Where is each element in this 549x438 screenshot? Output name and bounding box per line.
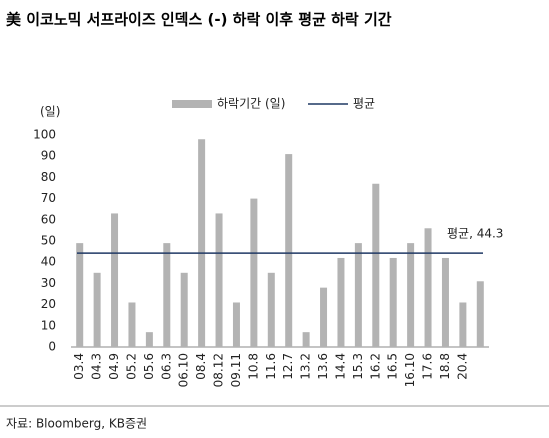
x-tick-label: 17.6 <box>421 353 435 380</box>
x-tick-label: 14.4 <box>333 353 347 380</box>
x-tick-label: 12.7 <box>281 353 295 380</box>
y-tick-label: 30 <box>41 276 56 290</box>
bar <box>354 243 362 347</box>
x-tick-label: 08.4 <box>194 353 208 380</box>
bar <box>180 272 188 347</box>
y-tick-label: 80 <box>41 170 56 184</box>
bar <box>459 302 467 347</box>
legend-label: 하락기간 (일) <box>217 97 285 111</box>
y-tick-label: 0 <box>48 340 56 354</box>
bar <box>337 257 345 347</box>
bar <box>215 213 223 347</box>
y-tick-label: 20 <box>41 297 56 311</box>
x-tick-label: 08.12 <box>212 353 226 387</box>
chart-title: 美 이코노믹 서프라이즈 인덱스 (-) 하락 이후 평균 하락 기간 <box>6 11 392 29</box>
bar <box>267 272 275 347</box>
x-tick-label: 06.10 <box>177 353 191 387</box>
legend-swatch <box>172 100 212 108</box>
annotation: 평균, 44.3 <box>447 227 503 241</box>
x-tick-label: 18.8 <box>438 353 452 380</box>
legend-label: 평균 <box>353 97 375 111</box>
bar <box>476 281 484 347</box>
x-tick-label: 06.3 <box>159 353 173 380</box>
y-tick-label: 60 <box>41 212 56 226</box>
bar <box>407 243 415 347</box>
x-tick-label: 04.3 <box>90 353 104 380</box>
x-tick-label: 13.6 <box>316 353 330 380</box>
bar <box>424 228 432 347</box>
bar <box>163 243 171 347</box>
x-tick-label: 04.9 <box>107 353 121 380</box>
x-tick-label: 16.2 <box>368 353 382 380</box>
x-tick-label: 13.2 <box>299 353 313 380</box>
y-tick-label: 100 <box>33 128 56 142</box>
x-tick-label: 03.4 <box>72 353 86 380</box>
bar <box>389 257 397 347</box>
x-tick-label: 16.5 <box>386 353 400 380</box>
bar <box>285 154 293 347</box>
x-tick-label: 15.3 <box>351 353 365 380</box>
y-tick-label: 90 <box>41 149 56 163</box>
y-unit: (일) <box>40 105 60 119</box>
x-tick-label: 09.11 <box>229 353 243 387</box>
bar <box>250 198 258 347</box>
bar <box>372 183 380 347</box>
x-tick-label: 05.6 <box>142 353 156 380</box>
x-tick-label: 11.6 <box>264 353 278 380</box>
source: 자료: Bloomberg, KB증권 <box>6 417 147 431</box>
bar <box>232 302 240 347</box>
bar <box>441 257 449 347</box>
x-tick-label: 05.2 <box>124 353 138 380</box>
x-tick-label: 10.8 <box>246 353 260 380</box>
bar <box>198 139 206 347</box>
bar <box>93 272 101 347</box>
bar <box>320 287 328 347</box>
y-tick-label: 10 <box>41 318 56 332</box>
y-tick-label: 70 <box>41 191 56 205</box>
x-tick-label: 20.4 <box>455 353 469 380</box>
bar <box>111 213 119 347</box>
bar <box>302 332 310 347</box>
x-tick-label: 16.10 <box>403 353 417 387</box>
bar <box>145 332 153 347</box>
bar <box>76 243 84 347</box>
y-tick-label: 50 <box>41 234 56 248</box>
y-tick-label: 40 <box>41 255 56 269</box>
bar <box>128 302 136 347</box>
